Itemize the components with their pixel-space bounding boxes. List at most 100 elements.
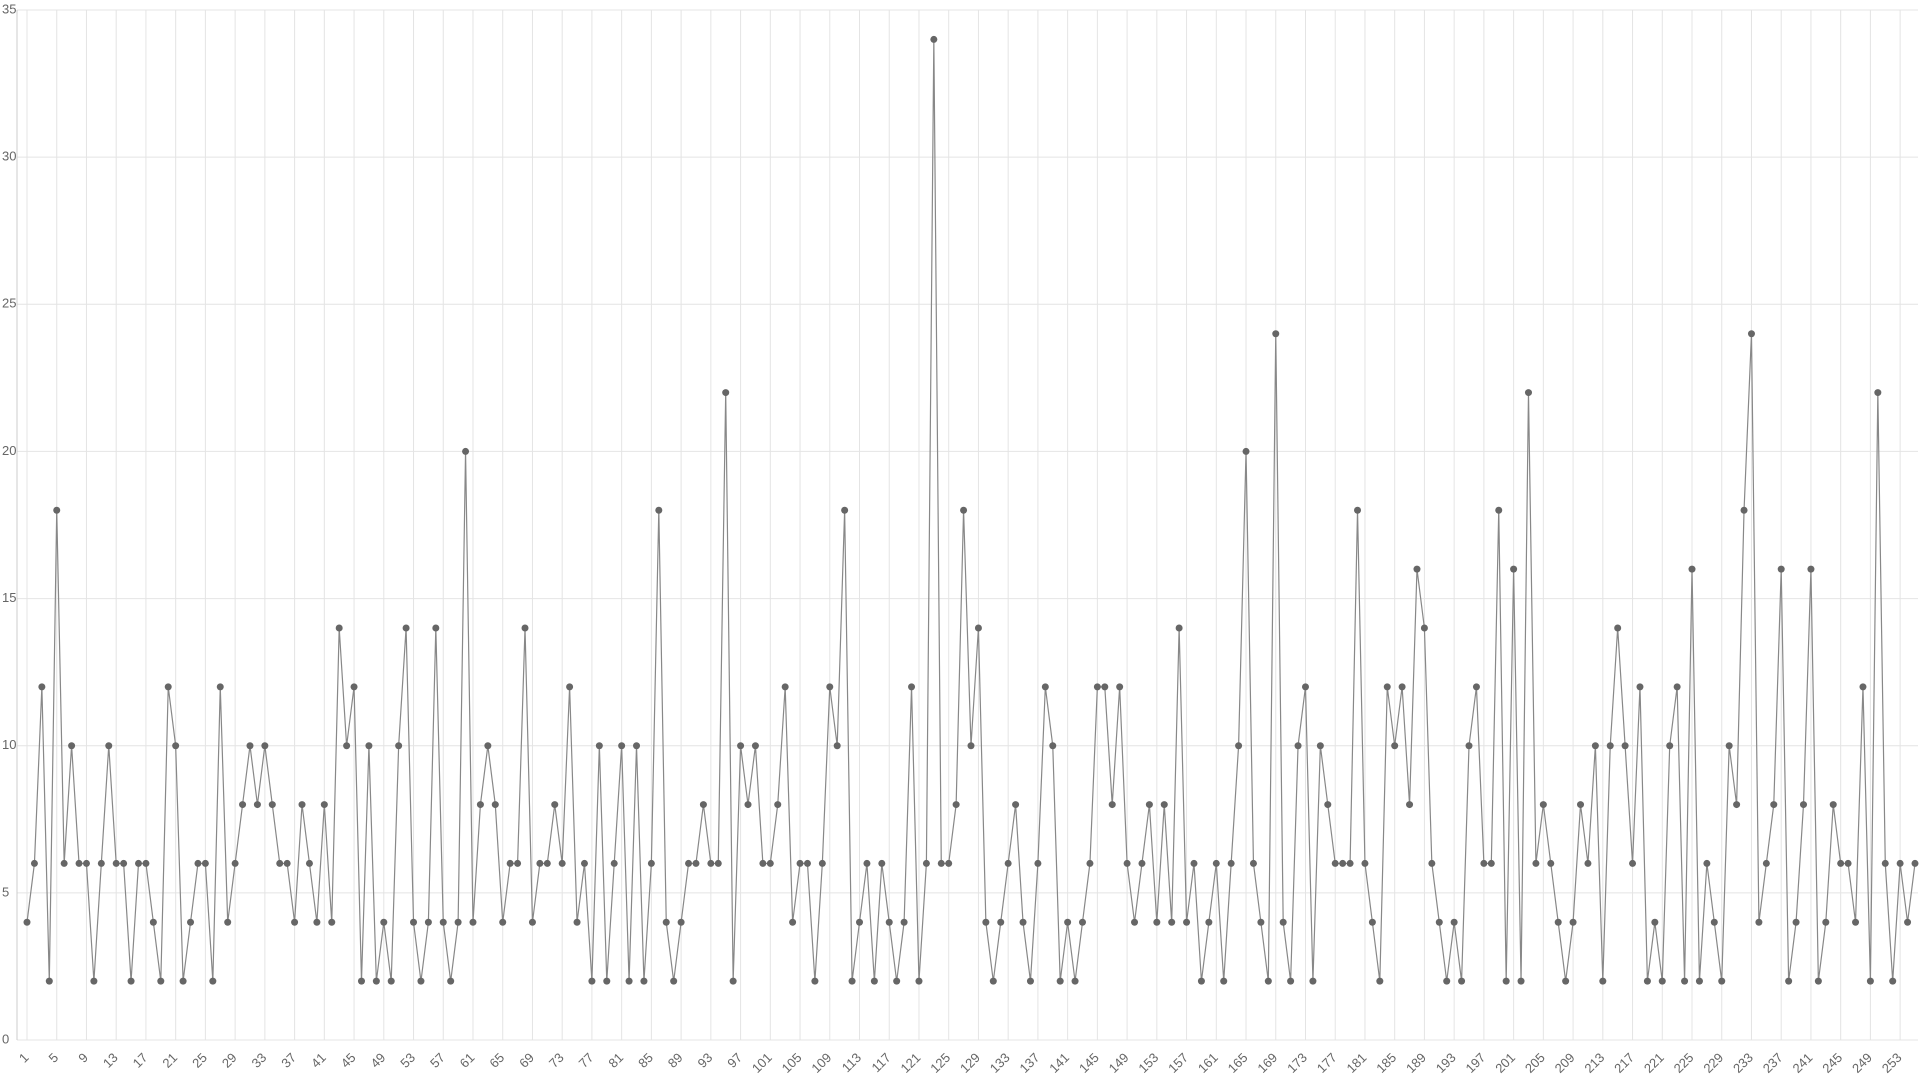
x-tick-label: 181 bbox=[1344, 1050, 1370, 1076]
x-tick-label: 157 bbox=[1165, 1050, 1191, 1076]
data-point bbox=[699, 801, 707, 809]
data-point bbox=[1814, 977, 1822, 985]
data-point bbox=[1844, 859, 1852, 867]
x-tick-label: 53 bbox=[397, 1050, 418, 1071]
x-tick-label: 89 bbox=[665, 1050, 686, 1071]
y-tick-label: 30 bbox=[2, 149, 16, 164]
x-tick-label: 77 bbox=[576, 1050, 597, 1071]
data-point bbox=[1287, 977, 1295, 985]
x-tick-label: 173 bbox=[1284, 1050, 1310, 1076]
x-tick-label: 209 bbox=[1552, 1050, 1578, 1076]
data-point bbox=[588, 977, 596, 985]
data-point bbox=[1577, 801, 1585, 809]
data-point bbox=[253, 801, 261, 809]
data-point bbox=[60, 859, 68, 867]
data-point bbox=[395, 742, 403, 750]
data-point bbox=[1547, 859, 1555, 867]
data-point bbox=[1517, 977, 1525, 985]
data-point bbox=[224, 918, 232, 926]
data-point bbox=[1443, 977, 1451, 985]
x-tick-label: 225 bbox=[1671, 1050, 1697, 1076]
data-point bbox=[447, 977, 455, 985]
data-point bbox=[908, 683, 916, 691]
data-point bbox=[989, 977, 997, 985]
data-point bbox=[1212, 859, 1220, 867]
x-tick-label: 93 bbox=[695, 1050, 716, 1071]
data-point bbox=[1078, 918, 1086, 926]
data-point bbox=[216, 683, 224, 691]
data-point bbox=[1747, 330, 1755, 338]
x-tick-label: 9 bbox=[75, 1050, 91, 1066]
x-tick-label: 61 bbox=[457, 1050, 478, 1071]
x-tick-label: 57 bbox=[427, 1050, 448, 1071]
data-point bbox=[1435, 918, 1443, 926]
data-point bbox=[1725, 742, 1733, 750]
data-point bbox=[357, 977, 365, 985]
data-point bbox=[261, 742, 269, 750]
data-point bbox=[1837, 859, 1845, 867]
data-point bbox=[506, 859, 514, 867]
x-tick-label: 137 bbox=[1016, 1050, 1042, 1076]
data-point bbox=[1710, 918, 1718, 926]
data-point bbox=[1495, 506, 1503, 514]
data-point bbox=[1703, 859, 1711, 867]
x-tick-label: 65 bbox=[486, 1050, 507, 1071]
data-point bbox=[759, 859, 767, 867]
x-tick-label: 85 bbox=[635, 1050, 656, 1071]
data-point bbox=[402, 624, 410, 632]
x-tick-label: 169 bbox=[1254, 1050, 1280, 1076]
data-point bbox=[149, 918, 157, 926]
data-point bbox=[239, 801, 247, 809]
data-point bbox=[1420, 624, 1428, 632]
data-point bbox=[558, 859, 566, 867]
data-point bbox=[1695, 977, 1703, 985]
data-point bbox=[142, 859, 150, 867]
x-tick-label: 201 bbox=[1492, 1050, 1518, 1076]
y-tick-label: 5 bbox=[2, 884, 9, 899]
data-point bbox=[1428, 859, 1436, 867]
data-point bbox=[937, 859, 945, 867]
data-point bbox=[1086, 859, 1094, 867]
data-point bbox=[343, 742, 351, 750]
data-point bbox=[1554, 918, 1562, 926]
data-point bbox=[1368, 918, 1376, 926]
data-point bbox=[1658, 977, 1666, 985]
data-point bbox=[1688, 565, 1696, 573]
data-point bbox=[1019, 918, 1027, 926]
data-point bbox=[1629, 859, 1637, 867]
data-point bbox=[1792, 918, 1800, 926]
data-point bbox=[729, 977, 737, 985]
data-point bbox=[1502, 977, 1510, 985]
x-tick-label: 249 bbox=[1849, 1050, 1875, 1076]
data-point bbox=[1755, 918, 1763, 926]
data-point bbox=[1480, 859, 1488, 867]
data-point bbox=[499, 918, 507, 926]
data-point bbox=[633, 742, 641, 750]
data-point bbox=[1249, 859, 1257, 867]
x-tick-label: 33 bbox=[249, 1050, 270, 1071]
x-tick-label: 113 bbox=[839, 1050, 864, 1075]
y-tick-label: 25 bbox=[2, 296, 16, 311]
data-point bbox=[670, 977, 678, 985]
data-point bbox=[974, 624, 982, 632]
data-point bbox=[1896, 859, 1904, 867]
data-point bbox=[1800, 801, 1808, 809]
data-point bbox=[625, 977, 633, 985]
data-point bbox=[1026, 977, 1034, 985]
data-point bbox=[1591, 742, 1599, 750]
data-point bbox=[82, 859, 90, 867]
data-point bbox=[930, 35, 938, 43]
x-tick-label: 109 bbox=[808, 1050, 834, 1076]
data-point bbox=[164, 683, 172, 691]
x-tick-label: 177 bbox=[1314, 1050, 1340, 1076]
data-point bbox=[1272, 330, 1280, 338]
data-point bbox=[194, 859, 202, 867]
data-point bbox=[692, 859, 700, 867]
data-point bbox=[833, 742, 841, 750]
data-point bbox=[870, 977, 878, 985]
data-point bbox=[818, 859, 826, 867]
data-point bbox=[1197, 977, 1205, 985]
data-point bbox=[491, 801, 499, 809]
data-point bbox=[893, 977, 901, 985]
data-point bbox=[1673, 683, 1681, 691]
